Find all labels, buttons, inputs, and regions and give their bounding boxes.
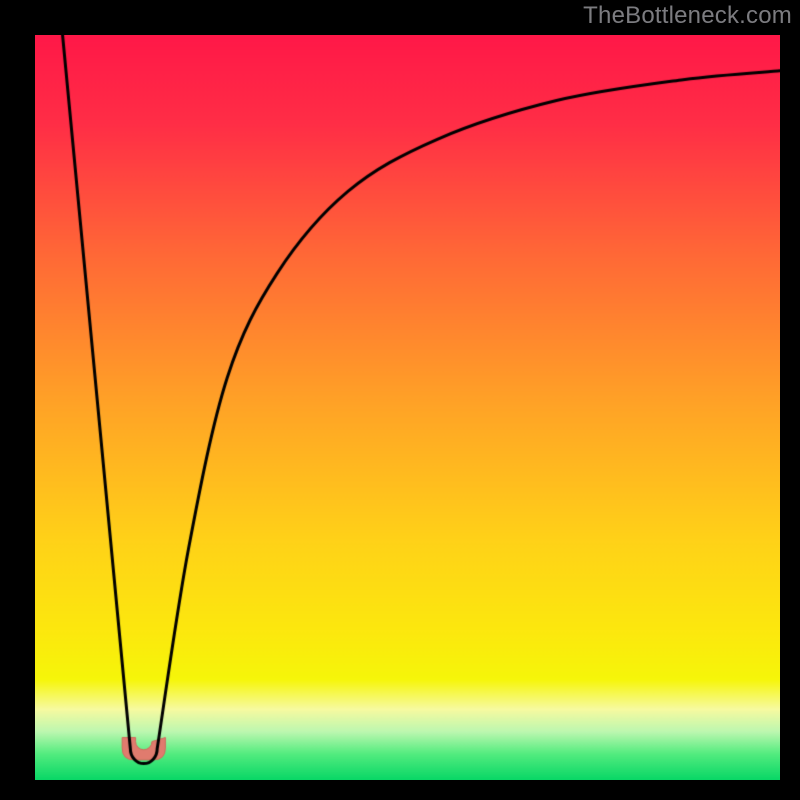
plot-area: [35, 35, 780, 780]
curve-layer: [35, 35, 780, 780]
watermark-text: TheBottleneck.com: [583, 2, 792, 30]
figure-root: TheBottleneck.com: [0, 0, 800, 800]
